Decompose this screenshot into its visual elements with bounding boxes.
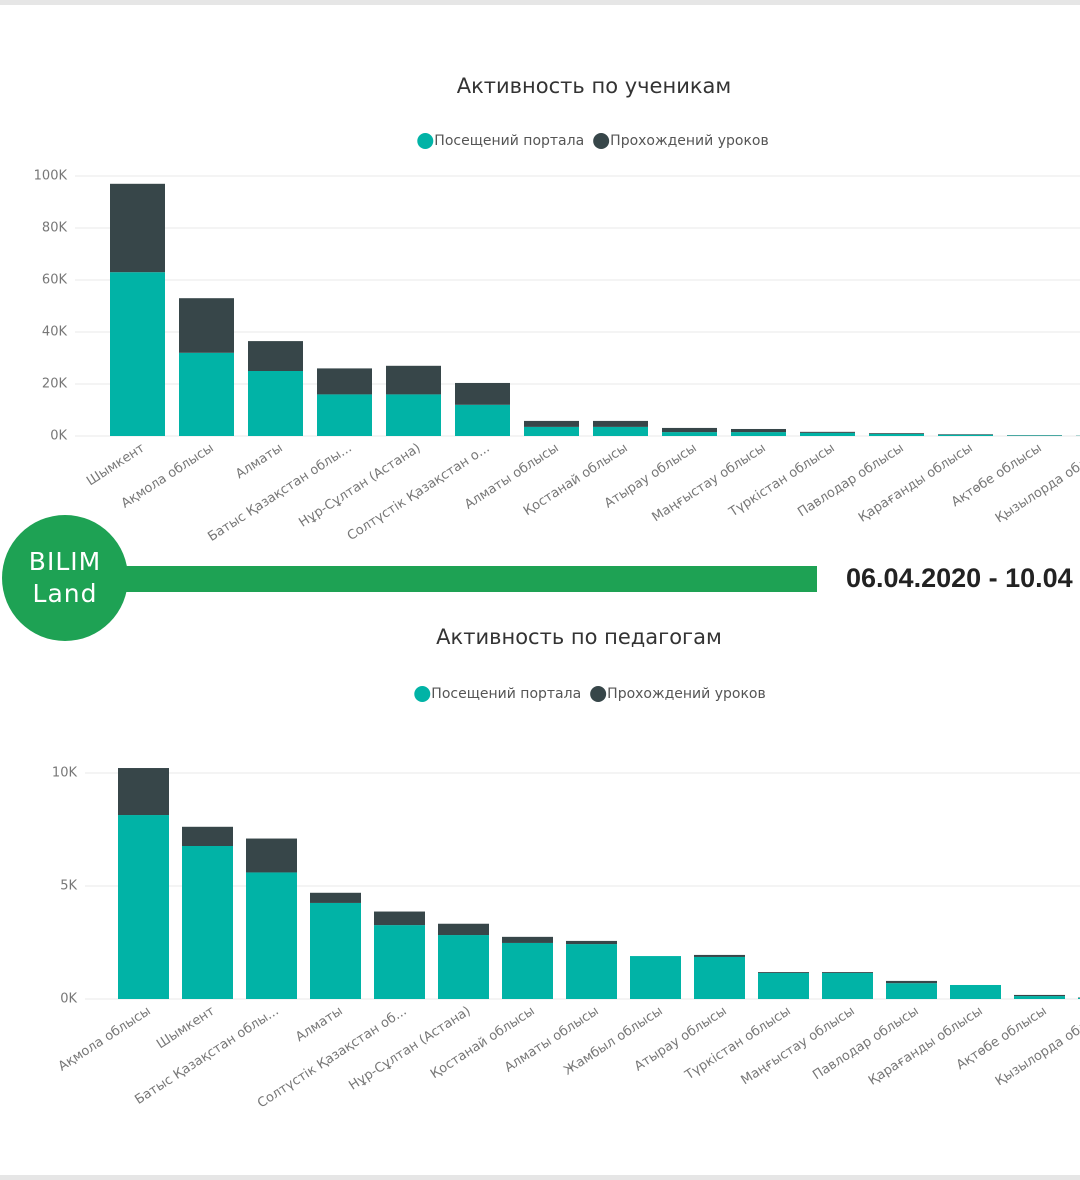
- bar-segment: [374, 911, 425, 926]
- top-border: [0, 0, 1080, 5]
- legend-label: Посещений портала: [431, 686, 581, 702]
- bar-segment: [182, 845, 233, 999]
- legend-label: Прохождений уроков: [607, 686, 766, 702]
- bottom-border: [0, 1175, 1080, 1180]
- bar-segment: [662, 432, 717, 436]
- bar-segment: [694, 954, 745, 957]
- x-tick-label: Ақмола облысы: [56, 1004, 154, 1075]
- bar-segment: [593, 426, 648, 436]
- bar-segment: [630, 956, 681, 999]
- bar-segment: [310, 902, 361, 999]
- bar-segment: [1078, 997, 1080, 999]
- bar-segment: [566, 940, 617, 945]
- y-tick-label: 40K: [42, 325, 68, 340]
- bar-segment: [800, 432, 855, 436]
- bar-segment: [662, 427, 717, 433]
- bar-segment: [248, 341, 303, 371]
- x-tick-label: Қарағанды облысы: [856, 441, 976, 526]
- bar-segment: [1014, 996, 1065, 999]
- legend-marker: [417, 133, 434, 149]
- logo-text: BILIM: [29, 547, 101, 576]
- y-tick-label: 20K: [42, 377, 68, 392]
- bar-segment: [524, 420, 579, 427]
- legend-marker: [593, 133, 610, 149]
- chart-title: Активность по ученикам: [457, 74, 732, 98]
- legend: Посещений портала Прохождений уроков: [414, 686, 766, 702]
- chart-title: Активность по педагогам: [436, 625, 722, 649]
- x-tick-label: Маңғыстау облысы: [650, 441, 769, 526]
- bar-segment: [179, 298, 234, 353]
- y-tick-label: 80K: [42, 221, 68, 236]
- bar-segment: [110, 183, 165, 273]
- x-tick-label: Нұр-Сұлтан (Астана): [346, 1004, 473, 1094]
- bar-segment: [438, 935, 489, 999]
- bar-segment: [800, 431, 855, 433]
- bar-segment: [938, 434, 993, 435]
- y-tick-label: 10K: [52, 766, 78, 781]
- legend: Посещений портала Прохождений уроков: [417, 133, 769, 149]
- bar-segment: [1014, 994, 1065, 997]
- bar-segment: [822, 972, 873, 974]
- bar-segment: [317, 368, 372, 395]
- legend-label: Прохождений уроков: [610, 133, 769, 149]
- bar-segment: [886, 980, 937, 984]
- logo-text: Land: [33, 579, 98, 608]
- x-tick-label: Павлодар облысы: [810, 1004, 921, 1084]
- y-tick-label: 5K: [60, 879, 77, 894]
- bar-segment: [822, 973, 873, 999]
- bar-segment: [869, 433, 924, 436]
- bar-segment: [246, 838, 297, 873]
- bar-segment: [694, 956, 745, 999]
- y-tick-label: 0K: [50, 429, 67, 444]
- bar-segment: [110, 272, 165, 436]
- x-tick-label: Алматы: [233, 441, 285, 482]
- bar-segment: [248, 371, 303, 436]
- bar-segment: [374, 925, 425, 999]
- bar-segment: [502, 936, 553, 943]
- bar-segment: [938, 434, 993, 436]
- bar-segment: [886, 983, 937, 999]
- bar-segment: [950, 984, 1001, 999]
- bar-segment: [179, 352, 234, 436]
- bar-segment: [731, 428, 786, 433]
- banner-bar: [120, 566, 817, 592]
- x-tick-label: Маңғыстау облысы: [739, 1004, 858, 1089]
- legend-label: Посещений портала: [434, 133, 584, 149]
- bar-segment: [118, 768, 169, 816]
- bar-segment: [317, 394, 372, 436]
- x-tick-label: Түркістан облысы: [682, 1004, 794, 1084]
- bar-segment: [386, 365, 441, 395]
- bar-segment: [566, 944, 617, 999]
- x-tick-label: Шымкент: [84, 440, 148, 489]
- bar-segment: [869, 433, 924, 434]
- bar-segment: [758, 972, 809, 974]
- bar-segment: [455, 382, 510, 405]
- bar-segment: [502, 942, 553, 999]
- x-tick-label: Алматы: [293, 1004, 345, 1045]
- bar-segment: [731, 432, 786, 436]
- x-tick-label: Қостанай облысы: [428, 1004, 538, 1082]
- date-range: 06.04.2020 - 10.04: [846, 563, 1073, 593]
- bar-segment: [1007, 435, 1062, 436]
- legend-marker: [590, 686, 607, 702]
- bar-segment: [593, 420, 648, 427]
- y-tick-label: 60K: [42, 273, 68, 288]
- logo: [2, 515, 128, 641]
- bar-segment: [118, 815, 169, 999]
- x-tick-label: Нұр-Сұлтан (Астана): [296, 441, 423, 531]
- y-tick-label: 100K: [34, 169, 68, 184]
- bar-segment: [455, 404, 510, 436]
- bar-segment: [386, 394, 441, 436]
- bar-segment: [246, 872, 297, 999]
- legend-marker: [414, 686, 431, 702]
- bar-segment: [758, 973, 809, 999]
- bar-segment: [524, 426, 579, 436]
- bar-segment: [182, 826, 233, 846]
- bar-segment: [310, 892, 361, 903]
- y-tick-label: 0K: [60, 992, 77, 1007]
- bar-segment: [438, 923, 489, 936]
- x-tick-label: Қарағанды облысы: [866, 1004, 986, 1089]
